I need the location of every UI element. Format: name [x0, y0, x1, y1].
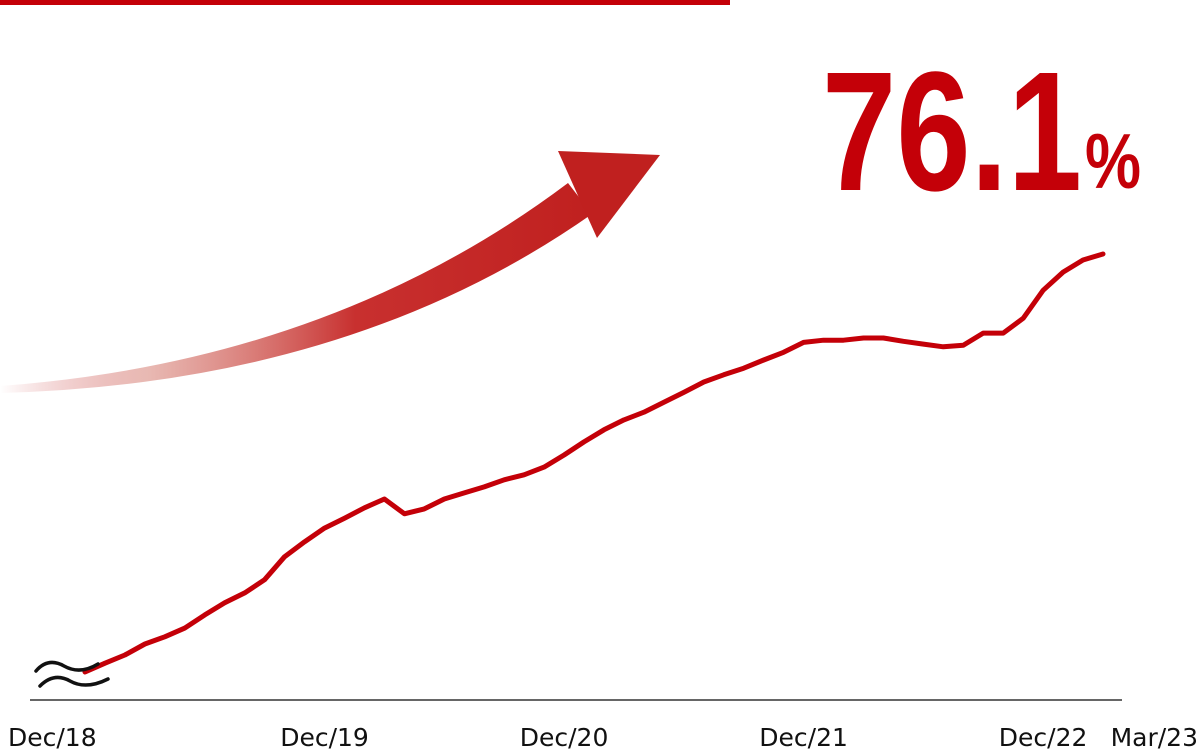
arrow-body	[0, 183, 592, 393]
x-tick-label: Dec/20	[520, 723, 609, 750]
x-tick-label: Dec/22	[999, 723, 1088, 750]
x-tick-label: Dec/19	[280, 723, 369, 750]
trend-arrow	[0, 151, 660, 393]
axis-break	[34, 660, 110, 688]
x-tick-label: Dec/18	[8, 723, 97, 750]
arrow-head	[558, 151, 660, 238]
x-tick-label: Mar/23	[1111, 723, 1198, 750]
top-bar	[0, 0, 730, 5]
plot: Dec/18 Dec/19 Dec/20 Dec/21 Dec/22 Mar/23	[8, 251, 1198, 750]
x-tick-label: Dec/21	[759, 723, 848, 750]
headline-unit: %	[1085, 117, 1141, 205]
headline-value: 76.1	[822, 37, 1082, 227]
data-line	[82, 251, 1106, 675]
